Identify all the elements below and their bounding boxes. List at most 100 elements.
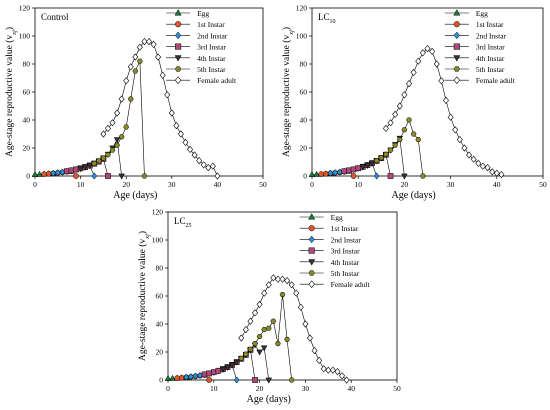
legend-label: Egg <box>197 9 209 18</box>
data-point <box>187 373 194 381</box>
data-point <box>265 281 272 289</box>
data-point <box>265 377 273 384</box>
data-point <box>104 124 111 132</box>
data-point <box>123 77 130 85</box>
legend-marker <box>308 213 316 220</box>
data-point <box>228 362 236 369</box>
data-point <box>105 173 111 179</box>
y-tick-label: 20 <box>156 348 164 357</box>
data-point <box>392 110 399 118</box>
y-axis-label-close: ) <box>281 27 292 30</box>
data-point <box>306 334 313 342</box>
data-point <box>141 173 148 179</box>
x-tick-label: 30 <box>447 180 455 189</box>
data-point <box>183 373 190 381</box>
data-point <box>205 164 212 172</box>
legend-label: 2nd Instar <box>197 31 228 40</box>
data-point <box>308 170 316 177</box>
data-point <box>313 170 320 177</box>
data-point <box>316 356 323 364</box>
series-6 <box>373 117 426 179</box>
data-point <box>256 349 263 356</box>
data-point <box>123 124 130 130</box>
data-point <box>406 117 412 123</box>
legend-marker <box>308 247 315 254</box>
data-point <box>242 326 249 334</box>
data-point <box>136 43 143 51</box>
data-point <box>419 49 426 57</box>
data-point <box>424 45 431 53</box>
x-tick-label: 50 <box>393 384 401 393</box>
legend-label: 4th Instar <box>331 258 360 267</box>
data-point <box>238 355 245 361</box>
data-point <box>274 275 281 283</box>
panel-1: 0 10 20 30 40 50 0 20 40 60 80 100 120 Age (days) Age-… <box>4 4 267 202</box>
x-tick-label: 10 <box>354 180 362 189</box>
data-point <box>275 341 281 347</box>
data-point <box>114 142 120 148</box>
data-point <box>256 300 263 308</box>
data-point <box>396 137 403 143</box>
data-point <box>164 91 171 99</box>
panel-label: LC25 <box>174 216 192 229</box>
data-point <box>196 157 203 165</box>
data-point <box>50 169 57 177</box>
data-point <box>302 320 309 328</box>
data-point <box>233 376 240 384</box>
data-point <box>336 168 343 176</box>
legend-marker <box>174 55 182 62</box>
panel-label: LC10 <box>318 12 336 25</box>
data-point <box>242 351 249 357</box>
data-point <box>339 372 346 380</box>
data-point <box>252 309 259 317</box>
x-tick-label: 20 <box>122 180 130 189</box>
legend-marker <box>174 9 182 16</box>
data-point <box>127 96 134 102</box>
data-point <box>293 289 300 297</box>
data-point <box>209 162 216 170</box>
legend-label: 1st Instar <box>197 20 225 29</box>
legend-marker <box>308 225 315 232</box>
y-tick-label: 40 <box>23 116 31 125</box>
data-point <box>378 155 385 161</box>
y-axis-label-main: Age-stage reproductive value (v <box>137 239 148 361</box>
data-point <box>206 377 213 383</box>
y-tick-label: 120 <box>296 4 308 13</box>
x-tick-label: 20 <box>256 384 264 393</box>
legend-marker <box>308 280 315 289</box>
data-point <box>461 144 468 152</box>
panel-label: Control <box>41 12 69 22</box>
data-point <box>118 95 125 103</box>
y-tick-label: 60 <box>300 88 308 97</box>
data-point <box>325 366 332 374</box>
y-axis-label: Age-stage reproductive value (vxj) <box>4 27 18 157</box>
legend-label: 3rd Instar <box>476 43 505 52</box>
x-axis-label: Age (days) <box>392 190 436 201</box>
series-6 <box>238 292 295 383</box>
data-point <box>401 173 408 180</box>
y-tick-label: 80 <box>23 60 31 69</box>
y-axis-label-main: Age-stage reproductive value (v <box>281 35 292 157</box>
panel-label-main: Control <box>41 12 69 22</box>
y-axis-label-close: ) <box>4 27 15 30</box>
series-7 <box>100 38 221 180</box>
data-point <box>168 109 175 117</box>
y-tick-label: 100 <box>152 236 164 245</box>
data-point <box>252 341 258 347</box>
y-tick-label: 80 <box>300 60 308 69</box>
legend-label: Egg <box>331 213 343 222</box>
data-point <box>136 58 143 64</box>
data-point <box>288 377 295 383</box>
data-point <box>260 345 268 352</box>
data-point <box>31 170 39 177</box>
legend-label: 1st Instar <box>331 224 359 233</box>
data-point <box>118 173 125 180</box>
data-point <box>54 169 61 177</box>
data-point <box>256 334 263 340</box>
data-point <box>132 68 139 74</box>
data-point <box>77 165 84 172</box>
legend-marker <box>308 235 315 244</box>
data-point <box>288 281 295 289</box>
